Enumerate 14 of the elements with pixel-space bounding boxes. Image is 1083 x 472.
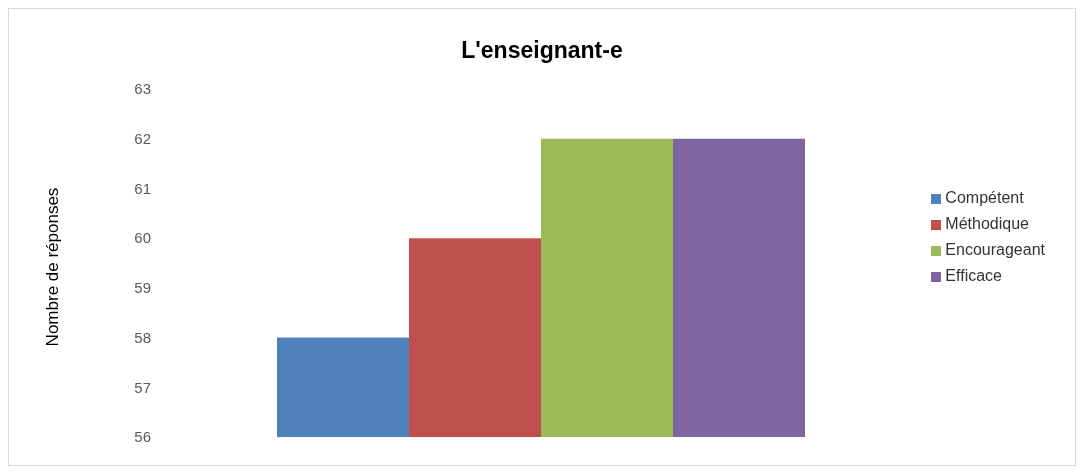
- legend-label: Efficace: [945, 267, 1002, 284]
- y-tick-label: 57: [134, 378, 151, 396]
- y-tick-label: 60: [134, 229, 151, 247]
- y-tick-label: 62: [134, 130, 151, 148]
- y-tick-label: 56: [134, 428, 151, 446]
- legend-label: Encourageant: [945, 241, 1045, 258]
- y-tick-label: 59: [134, 279, 151, 297]
- legend-label: Méthodique: [945, 215, 1029, 232]
- y-axis-title: Nombre de réponses: [43, 187, 63, 347]
- legend-label: Compétent: [945, 189, 1024, 206]
- chart-title: L'enseignant-e: [460, 37, 624, 64]
- y-tick-label: 58: [134, 328, 151, 346]
- y-tick-label: 63: [134, 80, 151, 98]
- y-tick-label: 61: [134, 179, 151, 197]
